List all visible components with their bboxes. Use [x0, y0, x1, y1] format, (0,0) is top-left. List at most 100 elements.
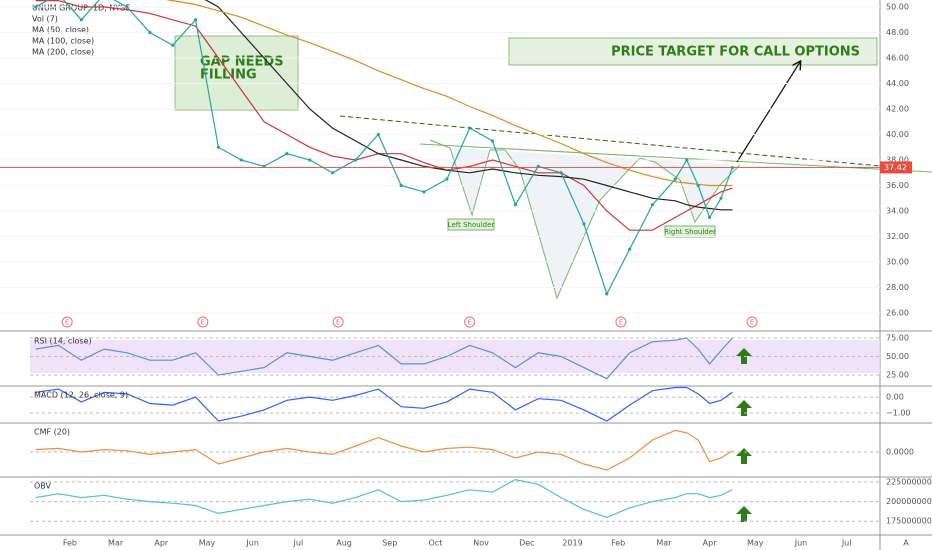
corner-label: A	[903, 539, 909, 548]
head-shoulders	[429, 139, 741, 300]
price-point	[193, 18, 198, 22]
y-tick-label: 46.00	[886, 54, 909, 63]
legend-entry: MA (50, close)	[32, 26, 89, 35]
trend-line	[339, 115, 881, 167]
price-point	[445, 177, 449, 181]
y-tick-label: 225000000.00	[886, 477, 932, 486]
x-tick-label: 2019	[562, 539, 582, 548]
annotation: FILLING	[200, 68, 257, 83]
x-tick-label: Nov	[473, 539, 489, 548]
legend-title: UNUM GROUP, 1D, NYSE	[32, 4, 130, 13]
earnings-marker	[197, 316, 209, 328]
x-tick-label: May	[199, 539, 216, 548]
price-point	[125, 5, 129, 9]
price-point	[490, 139, 495, 143]
price-point	[707, 215, 712, 220]
price-point	[399, 183, 403, 188]
y-tick-label: 200000000.00	[886, 497, 932, 506]
indicator-line	[35, 478, 733, 518]
y-tick-label: 50.00	[886, 352, 909, 361]
indicator-line	[35, 337, 733, 380]
price-point	[650, 203, 655, 207]
y-tick-label: 40.00	[886, 130, 909, 139]
y-tick-label: 50.00	[886, 3, 909, 12]
earnings-marker	[464, 316, 476, 328]
y-tick-label: 36.00	[886, 181, 909, 190]
last-price-tag	[880, 161, 912, 174]
x-tick-label: Mar	[656, 539, 672, 548]
y-tick-label: 48.00	[886, 28, 909, 37]
legend-entry: MA (100, close)	[32, 37, 94, 46]
earnings-marker	[615, 316, 627, 328]
y-tick-label: 32.00	[886, 232, 909, 241]
y-tick-label: 0.0000	[886, 447, 914, 456]
price-point	[696, 183, 700, 188]
x-tick-label: Jul	[841, 539, 852, 548]
target-arrow	[736, 62, 800, 163]
price-point	[673, 177, 677, 181]
earnings-marker	[746, 316, 758, 328]
price-line	[35, 0, 733, 296]
price-point	[685, 158, 689, 162]
x-tick-label: Jun	[245, 539, 259, 548]
earnings-label: E	[65, 319, 69, 327]
panel-label: OBV	[34, 482, 52, 491]
label-box	[447, 218, 495, 231]
earnings-marker	[61, 316, 73, 328]
price-point	[628, 247, 632, 251]
y-tick-label: 75.00	[886, 333, 909, 342]
panel-label: CMF (20)	[34, 428, 70, 437]
legend-entry: Vol (7)	[32, 15, 58, 24]
legend-entry: MA (200, close)	[32, 48, 94, 57]
ma-line	[204, 0, 733, 211]
x-tick-label: Aug	[336, 539, 352, 548]
y-tick-label: 175000000.00	[886, 517, 932, 526]
ma-line	[165, 0, 733, 187]
last-price-label: 37.42	[884, 163, 907, 172]
price-point	[605, 292, 609, 296]
price-point	[376, 132, 380, 137]
pattern-fill	[450, 148, 740, 298]
earnings-label: E	[467, 319, 471, 327]
earnings-label: E	[201, 319, 205, 327]
price-point	[422, 190, 426, 194]
x-tick-label: Apr	[154, 539, 169, 548]
price-point	[353, 158, 358, 162]
x-tick-label: May	[747, 539, 764, 548]
x-tick-label: Mar	[108, 539, 124, 548]
price-point	[308, 158, 312, 162]
price-point	[216, 145, 221, 149]
x-tick-label: Feb	[63, 539, 77, 548]
indicator-line	[35, 429, 733, 471]
price-point	[559, 171, 563, 175]
price-point	[582, 222, 586, 226]
y-tick-label: 44.00	[886, 79, 909, 88]
earnings-marker	[332, 316, 344, 328]
x-tick-label: Oct	[429, 539, 443, 548]
price-point	[171, 43, 175, 47]
price-point	[468, 126, 472, 130]
panel-label: MACD (12, 26, close, 9)	[34, 391, 128, 400]
drawings	[174, 35, 932, 522]
x-tick-label: Dec	[519, 539, 534, 548]
earnings-label: E	[619, 319, 623, 327]
indicator-line	[35, 386, 733, 422]
price-point	[79, 18, 83, 22]
x-tick-label: Jul	[293, 539, 304, 548]
ma-line	[35, 0, 733, 231]
y-tick-label: 38.00	[886, 156, 909, 165]
x-tick-label: Apr	[703, 539, 718, 548]
price-point	[513, 203, 517, 207]
price-point	[285, 152, 289, 156]
y-tick-label: 26.00	[886, 309, 909, 318]
y-tick-label: 28.00	[886, 283, 909, 292]
panel-label: RSI (14, close)	[34, 337, 92, 346]
y-tick-label: −1.00	[886, 409, 911, 418]
annotation: Left Shoulder	[448, 221, 495, 229]
price-point	[148, 30, 152, 35]
y-tick-label: 30.00	[886, 258, 909, 267]
y-tick-label: 0.00	[886, 393, 904, 402]
target-box	[508, 37, 878, 66]
